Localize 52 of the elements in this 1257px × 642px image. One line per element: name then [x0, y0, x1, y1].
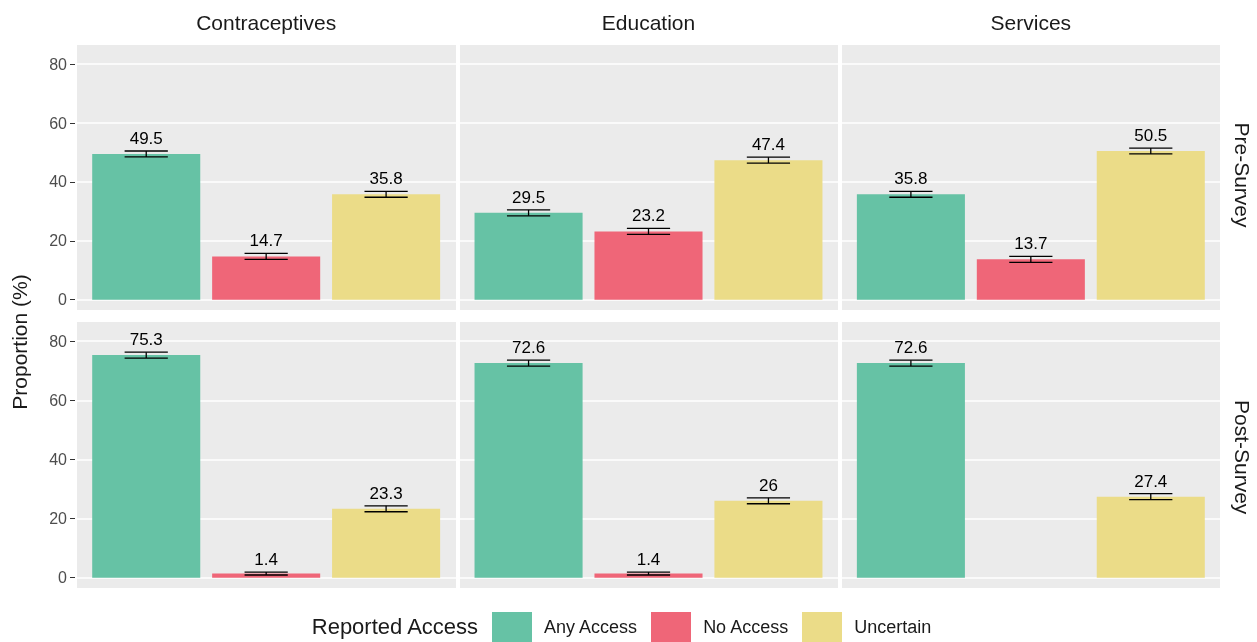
data-label: 47.4: [751, 135, 785, 155]
y-tick-label: 60: [49, 391, 68, 409]
bar: [714, 160, 823, 300]
data-label: 26: [758, 475, 778, 495]
bar: [332, 194, 441, 300]
y-tick-label: 60: [49, 114, 68, 132]
bar: [976, 259, 1085, 300]
bar: [594, 231, 703, 300]
data-label: 1.4: [636, 550, 661, 570]
data-label: 35.8: [894, 169, 928, 189]
y-tick-label: 40: [49, 450, 68, 468]
data-label: 13.7: [1014, 234, 1048, 254]
data-label: 49.5: [129, 129, 163, 148]
legend-label: Any Access: [544, 616, 638, 638]
data-label: 29.5: [512, 187, 546, 207]
bar: [714, 500, 823, 578]
bar: [856, 194, 965, 300]
bar: [474, 363, 583, 578]
y-tick-label: 20: [49, 510, 68, 528]
data-label: 50.5: [1134, 126, 1168, 146]
bar: [92, 355, 201, 578]
bar: [332, 508, 441, 578]
x-tick-label: Services: [990, 11, 1072, 34]
data-label: 72.6: [512, 338, 546, 358]
bar: [474, 212, 583, 300]
bar: [1096, 151, 1205, 300]
y2-axis-title: Post-Survey: [1231, 400, 1254, 515]
data-label: 27.4: [1134, 471, 1168, 491]
bar: [92, 153, 201, 300]
data-label: 75.3: [129, 330, 163, 350]
y-tick-label: 40: [49, 173, 68, 191]
y-tick-label: 0: [58, 291, 68, 309]
y-tick-label: 80: [49, 332, 68, 350]
data-label: 1.4: [254, 550, 278, 570]
data-label: 23.2: [631, 206, 666, 226]
data-label: 14.7: [249, 231, 283, 251]
y-tick-label: 0: [58, 569, 68, 587]
legend-title: Reported Access: [311, 614, 479, 640]
y-tick-label: 80: [49, 55, 68, 73]
data-label: 35.8: [369, 169, 403, 189]
y2-axis-title: Pre-Survey: [1231, 122, 1254, 229]
bar: [212, 256, 321, 300]
data-label: 23.3: [369, 483, 403, 503]
x-tick-label: Contraceptives: [196, 11, 337, 34]
bar: [1096, 496, 1205, 578]
legend-label: Uncertain: [854, 616, 932, 638]
data-label: 72.6: [894, 338, 928, 358]
y-axis-title: Proportion (%): [8, 273, 32, 412]
y-tick-label: 20: [49, 232, 68, 250]
x-tick-label: Education: [601, 11, 696, 34]
legend-label: No Access: [703, 616, 789, 638]
bar: [856, 363, 965, 578]
